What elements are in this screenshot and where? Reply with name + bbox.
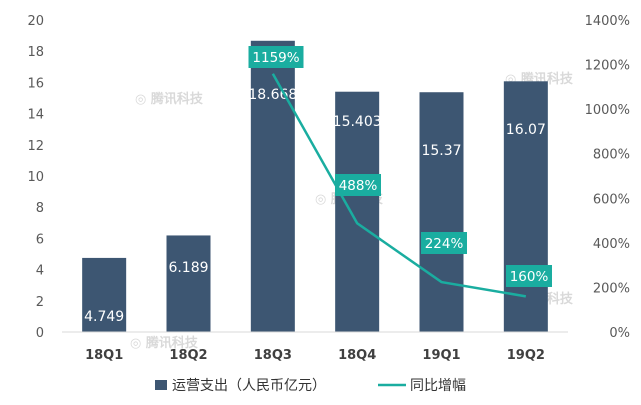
yoy-value-label: 488% — [339, 178, 378, 194]
legend-swatch-bar — [155, 380, 167, 390]
bar-18Q3 — [250, 40, 295, 332]
category-labels: 18Q1 18Q2 18Q3 18Q4 19Q1 19Q2 — [85, 348, 545, 363]
yoy-series-line — [271, 73, 527, 298]
bar-19Q2 — [503, 81, 548, 332]
right-axis-ticks: 0% 200% 400% 600% 800% 1000% 1200% 1400% — [585, 14, 630, 341]
legend-label-bar: 运营支出（人民币亿元） — [172, 378, 326, 394]
bar-18Q1 — [82, 257, 127, 332]
left-tick-label: 18 — [27, 45, 44, 60]
left-tick-label: 6 — [36, 232, 44, 247]
bar-19Q1 — [419, 92, 464, 332]
left-tick-label: 0 — [36, 326, 44, 341]
left-tick-label: 12 — [27, 139, 44, 154]
yoy-value-label: 224% — [425, 236, 464, 252]
watermark-text: ◎ 腾讯科技 — [135, 91, 204, 107]
bar-value-label: 15.37 — [421, 143, 461, 159]
left-tick-label: 2 — [36, 295, 44, 310]
bar-value-label: 16.07 — [506, 122, 546, 138]
bar-value-labels: 4.749 6.189 18.668 15.403 15.37 16.07 — [84, 87, 546, 325]
right-tick-label: 400% — [593, 237, 630, 252]
bar-18Q2 — [166, 235, 211, 332]
bar-18Q4 — [335, 91, 380, 333]
right-tick-label: 1200% — [585, 59, 630, 74]
yoy-value-label: 1159% — [252, 50, 299, 66]
category-label: 18Q1 — [85, 348, 123, 363]
left-tick-label: 10 — [27, 170, 44, 185]
left-tick-label: 8 — [36, 201, 44, 216]
left-tick-label: 16 — [27, 76, 44, 91]
left-axis-ticks: 0 2 4 6 8 10 12 14 16 18 20 — [27, 14, 44, 341]
right-tick-label: 800% — [593, 148, 630, 163]
right-tick-label: 0% — [609, 326, 630, 341]
left-tick-label: 20 — [27, 14, 44, 29]
bar-value-label: 18.668 — [248, 87, 297, 103]
yoy-label-box — [335, 174, 381, 196]
bars — [82, 40, 548, 333]
legend: 运营支出（人民币亿元） 同比增幅 — [155, 378, 466, 394]
left-tick-label: 4 — [36, 264, 44, 279]
bar-value-label: 15.403 — [333, 114, 382, 130]
bar-value-label: 6.189 — [168, 260, 208, 276]
category-label: 18Q4 — [338, 348, 376, 363]
left-tick-label: 14 — [27, 108, 44, 123]
right-tick-label: 200% — [593, 281, 630, 296]
category-label: 18Q3 — [254, 348, 292, 363]
category-label: 18Q2 — [169, 348, 207, 363]
legend-label-line: 同比增幅 — [410, 378, 466, 394]
watermark-text: ◎ 腾讯科技 — [130, 335, 199, 351]
right-tick-label: 1400% — [585, 14, 630, 29]
yoy-line: 1159% 488% 224% 160% — [248, 46, 552, 298]
category-label: 19Q1 — [422, 348, 460, 363]
yoy-label-box — [248, 46, 304, 68]
yoy-value-label: 160% — [510, 269, 549, 285]
category-label: 19Q2 — [507, 348, 545, 363]
yoy-label-box — [506, 265, 552, 287]
right-tick-label: 1000% — [585, 103, 630, 118]
yoy-label-box — [421, 232, 467, 254]
bar-value-label: 4.749 — [84, 309, 124, 325]
right-tick-label: 600% — [593, 192, 630, 207]
